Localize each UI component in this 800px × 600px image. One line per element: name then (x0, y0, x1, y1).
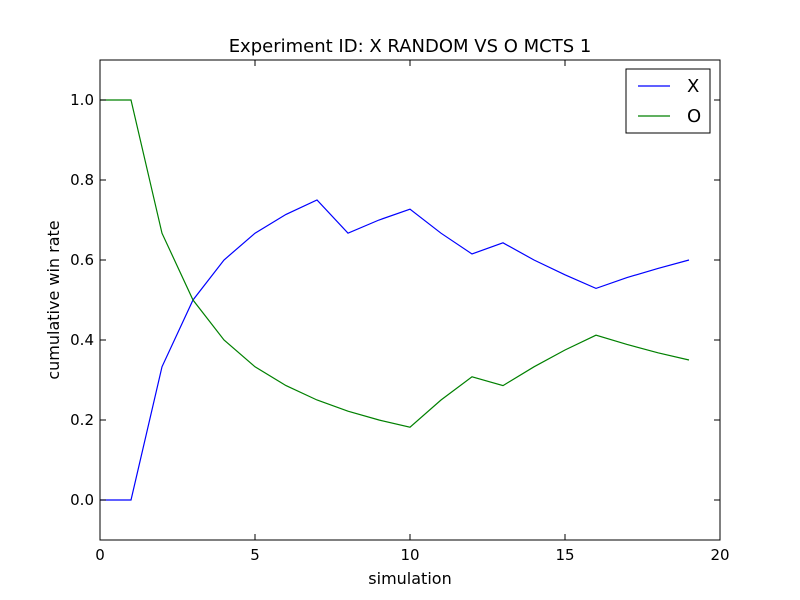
x-axis-label: simulation (368, 569, 451, 588)
series-layer (100, 99, 690, 501)
y-tick-label: 0.4 (70, 331, 94, 349)
x-tick-label: 15 (555, 546, 574, 564)
x-tick-label: 0 (95, 546, 105, 564)
x-tick-label: 10 (400, 546, 419, 564)
x-tick-label: 20 (710, 546, 729, 564)
y-tick-label: 0.6 (70, 251, 94, 269)
y-tick-label: 0.2 (70, 411, 94, 429)
series-line-x (100, 199, 690, 501)
series-line-o (100, 99, 690, 428)
y-tick-label: 0.0 (70, 491, 94, 509)
legend: X O (625, 68, 711, 134)
chart-title: Experiment ID: X RANDOM VS O MCTS 1 (229, 36, 592, 57)
legend-box (625, 68, 711, 134)
plot-frame (99, 59, 721, 541)
y-axis-ticks: 0.0 0.2 0.4 0.6 0.8 1.0 (70, 91, 720, 509)
y-axis-label: cumulative win rate (44, 220, 63, 379)
y-tick-label: 0.8 (70, 171, 94, 189)
x-tick-label: 5 (250, 546, 260, 564)
legend-label-x: X (687, 76, 699, 97)
y-tick-label: 1.0 (70, 91, 94, 109)
legend-label-o: O (687, 106, 701, 127)
